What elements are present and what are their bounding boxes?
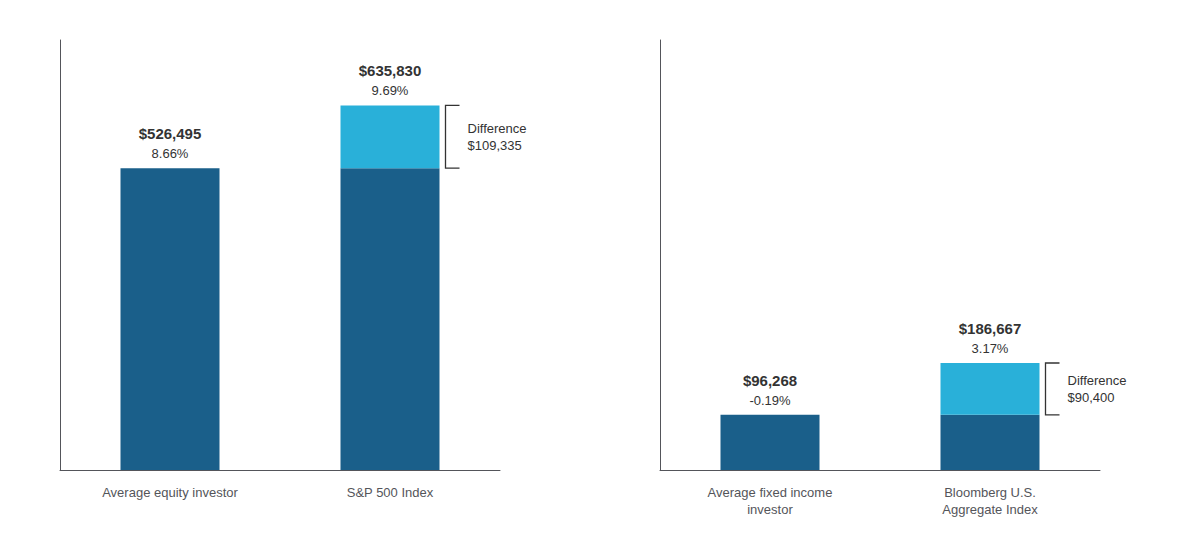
svg-text:Aggregate Index: Aggregate Index [942, 502, 1038, 517]
svg-text:Average fixed income: Average fixed income [708, 485, 833, 500]
svg-text:$109,335: $109,335 [468, 138, 522, 153]
svg-text:-0.19%: -0.19% [749, 393, 791, 408]
svg-text:$186,667: $186,667 [959, 320, 1022, 337]
svg-text:Average equity investor: Average equity investor [102, 485, 238, 500]
svg-text:Bloomberg U.S.: Bloomberg U.S. [944, 485, 1036, 500]
svg-text:$90,400: $90,400 [1068, 390, 1115, 405]
svg-text:8.66%: 8.66% [152, 146, 189, 161]
svg-text:$635,830: $635,830 [359, 62, 422, 79]
svg-text:$526,495: $526,495 [139, 125, 202, 142]
svg-text:Difference: Difference [1068, 373, 1127, 388]
svg-text:$96,268: $96,268 [743, 372, 797, 389]
svg-text:investor: investor [747, 502, 793, 517]
svg-text:S&P 500 Index: S&P 500 Index [347, 485, 434, 500]
svg-text:9.69%: 9.69% [372, 83, 409, 98]
svg-text:3.17%: 3.17% [972, 341, 1009, 356]
svg-text:Difference: Difference [468, 121, 527, 136]
